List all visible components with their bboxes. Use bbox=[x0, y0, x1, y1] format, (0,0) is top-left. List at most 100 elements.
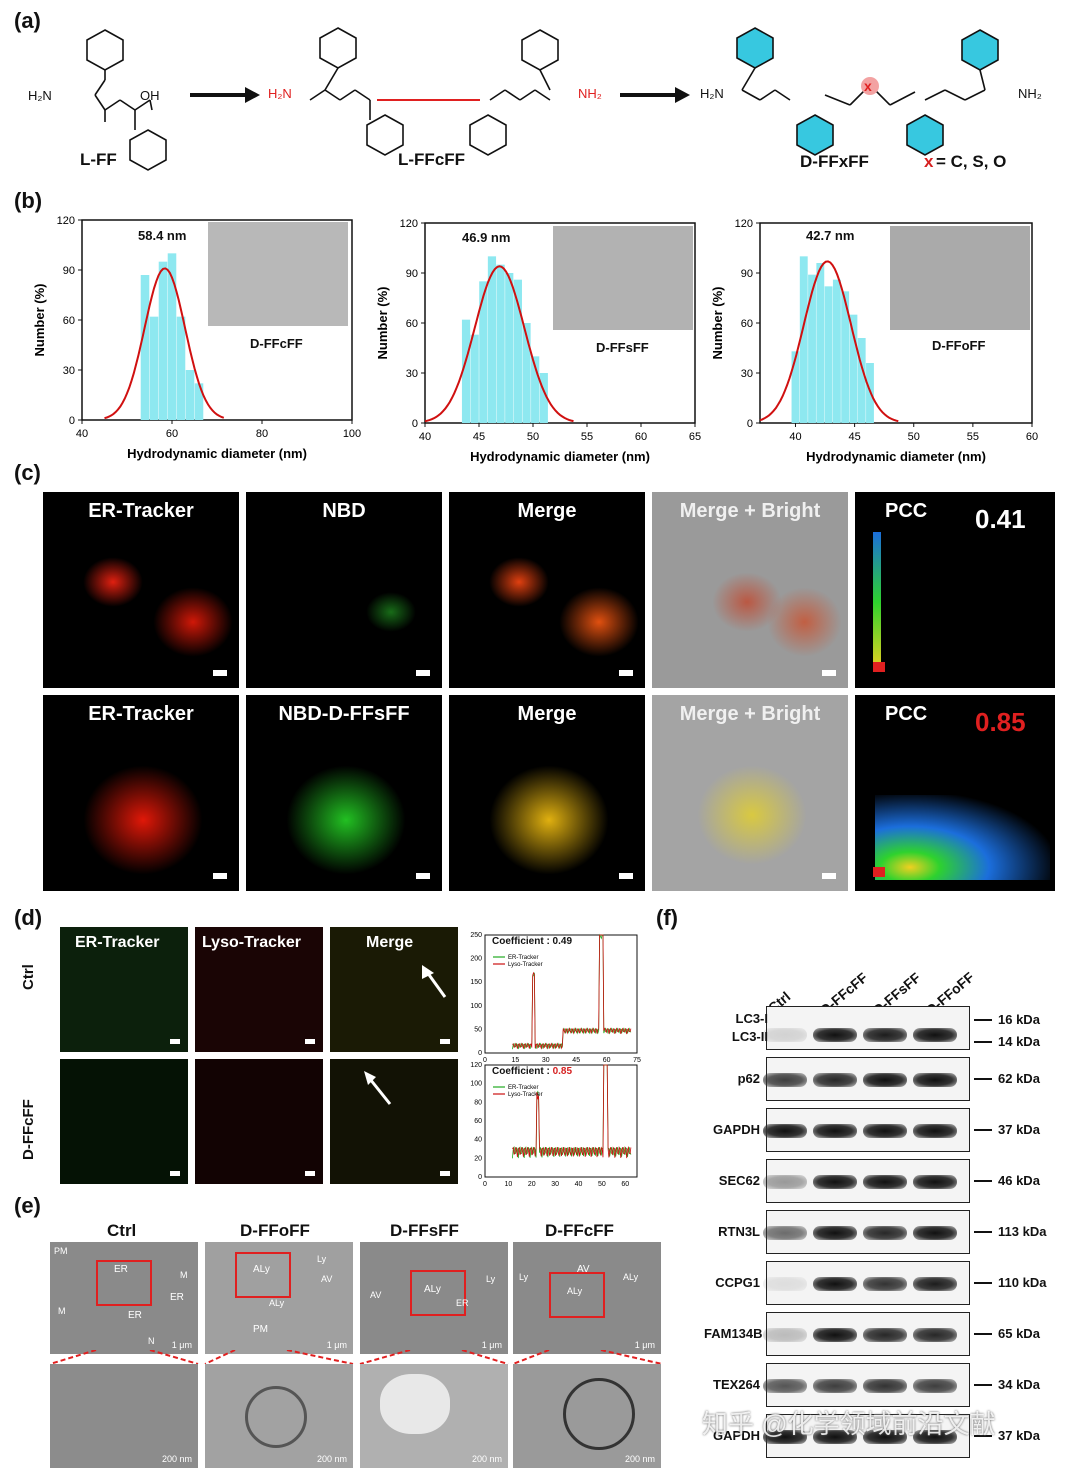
d-ctrl-er bbox=[60, 927, 188, 1052]
y-axis-label: Number (%) bbox=[375, 287, 390, 360]
histogram-bar bbox=[824, 286, 833, 423]
y-axis-label: Number (%) bbox=[710, 287, 725, 360]
marker-tick bbox=[974, 1041, 992, 1043]
x-tick-label: 60 bbox=[166, 428, 178, 440]
x-tick-label: 10 bbox=[504, 1181, 512, 1188]
line-profile-charts: 0 15 30 45 60 75050100150200250ER-TrackerLyso… bbox=[470, 932, 641, 1188]
tem-dffoff-zoom: 200 nm bbox=[205, 1364, 353, 1468]
blot-band bbox=[763, 1124, 807, 1138]
e-col-title-ctrl: Ctrl bbox=[107, 1221, 137, 1240]
blot-band bbox=[913, 1277, 957, 1291]
blot-band bbox=[813, 1175, 857, 1189]
blot-band bbox=[913, 1124, 957, 1138]
label-d-ffxff: D-FFxFF bbox=[800, 152, 869, 171]
histogram-bar bbox=[140, 275, 150, 420]
y-tick-label: 250 bbox=[470, 932, 482, 939]
x-tick-label: 40 bbox=[76, 428, 88, 440]
x-tick-label: 0 bbox=[483, 1057, 487, 1064]
marker-tick bbox=[974, 1384, 992, 1386]
blot-band bbox=[863, 1379, 907, 1393]
x-tick-label: 60 bbox=[635, 431, 647, 443]
protein-label: TEX264 bbox=[713, 1377, 760, 1392]
image-title: Merge + Bright bbox=[679, 703, 821, 725]
protein-label: GAPDH bbox=[713, 1428, 760, 1443]
blot-band bbox=[913, 1226, 957, 1240]
y-tick-label: 90 bbox=[406, 268, 418, 280]
peak-label-2: 46.9 nm bbox=[462, 230, 511, 245]
blot-band bbox=[813, 1226, 857, 1240]
benzene-ring bbox=[961, 29, 999, 71]
kda-label: 110 kDa bbox=[998, 1275, 1047, 1290]
histogram-bar bbox=[857, 338, 866, 423]
marker-tick bbox=[974, 1333, 992, 1335]
amine-label-d-right: NH₂ bbox=[1018, 86, 1042, 101]
histogram-bar bbox=[832, 279, 841, 423]
tem-inset-1 bbox=[208, 222, 348, 326]
x-tick-label: 45 bbox=[848, 431, 860, 443]
inset-label-3: D-FFoFF bbox=[932, 338, 986, 353]
coef-label-ctrl: Coefficient : 0.49 bbox=[492, 936, 573, 947]
tem-dffoff-top: ALy Ly AV ALy PM 1 μm bbox=[205, 1242, 353, 1354]
tem-dffcff-top: AV ALy ALy Ly 1 μm bbox=[513, 1242, 661, 1354]
legend-label: Lyso-Tracker bbox=[508, 1092, 543, 1098]
marker-tick bbox=[974, 1231, 992, 1233]
histogram-bar bbox=[149, 316, 159, 420]
histogram-bar bbox=[841, 291, 850, 423]
x-tick-label: 0 bbox=[483, 1181, 487, 1188]
histogram-bar bbox=[808, 274, 816, 423]
blot-band bbox=[763, 1226, 807, 1240]
kda-label: 65 kDa bbox=[998, 1326, 1040, 1341]
tem-ctrl-zoom: 200 nm bbox=[50, 1364, 198, 1468]
x-axis-label: Hydrodynamic diameter (nm) bbox=[127, 446, 307, 461]
kda-label: 14 kDa bbox=[998, 1034, 1040, 1049]
blot-band bbox=[763, 1175, 807, 1189]
amine-label-red: H₂N bbox=[268, 86, 292, 101]
marker-tick bbox=[974, 1435, 992, 1437]
benzene-ring bbox=[366, 114, 404, 156]
panel-label-b: (b) bbox=[14, 188, 43, 213]
blot-strip bbox=[763, 1006, 970, 1050]
lc3-i-label: LC3-I bbox=[735, 1011, 769, 1026]
label-l-ff: L-FF bbox=[80, 150, 117, 169]
lc3-ii-label: LC3-II bbox=[731, 1029, 768, 1044]
legend-label: ER-Tracker bbox=[508, 1085, 538, 1091]
blot-band bbox=[763, 1430, 807, 1444]
x-tick-label: 50 bbox=[527, 431, 539, 443]
histogram-bar bbox=[176, 316, 186, 420]
kda-label: 34 kDa bbox=[998, 1377, 1040, 1392]
y-tick-label: 150 bbox=[470, 979, 482, 986]
blot-band bbox=[913, 1379, 957, 1393]
x-tick-label: 55 bbox=[581, 431, 593, 443]
x-tick-label: 60 bbox=[621, 1181, 629, 1188]
pcc-value: 0.41 bbox=[975, 504, 1026, 534]
peak-label-1: 58.4 nm bbox=[138, 228, 187, 243]
blot-band bbox=[913, 1175, 957, 1189]
tem-inset-3 bbox=[890, 226, 1030, 330]
label-l-ffcff: L-FFcFF bbox=[398, 150, 466, 169]
x-tick-label: 55 bbox=[967, 431, 979, 443]
blot-band bbox=[913, 1028, 957, 1042]
tem-dffcff-zoom: 200 nm bbox=[513, 1364, 661, 1468]
image-title: Merge bbox=[517, 500, 577, 522]
blot-band bbox=[813, 1328, 857, 1342]
x-tick-label: 30 bbox=[551, 1181, 559, 1188]
benzene-ring bbox=[129, 129, 167, 171]
kda-label: 37 kDa bbox=[998, 1122, 1040, 1137]
blot-strip bbox=[763, 1159, 970, 1203]
legend-label: Lyso-Tracker bbox=[508, 962, 543, 968]
histogram-bar bbox=[539, 373, 548, 423]
d-dffcff-er bbox=[60, 1059, 188, 1184]
histogram-bar bbox=[513, 279, 522, 423]
protein-label: p62 bbox=[737, 1071, 760, 1086]
protein-label: RTN3L bbox=[718, 1224, 760, 1239]
kda-label: 37 kDa bbox=[998, 1428, 1040, 1443]
benzene-ring bbox=[319, 27, 357, 69]
blot-band bbox=[863, 1277, 907, 1291]
y-tick-label: 90 bbox=[63, 265, 75, 277]
image-title: NBD-D-FFsFF bbox=[278, 703, 410, 725]
tem-dffsff-zoom: 200 nm bbox=[360, 1364, 508, 1468]
histogram-bar bbox=[479, 281, 488, 423]
histogram-bar bbox=[791, 351, 800, 423]
x-tick-label: 100 bbox=[343, 428, 361, 440]
d-row-label-dffcff: D-FFcFF bbox=[20, 1099, 37, 1160]
